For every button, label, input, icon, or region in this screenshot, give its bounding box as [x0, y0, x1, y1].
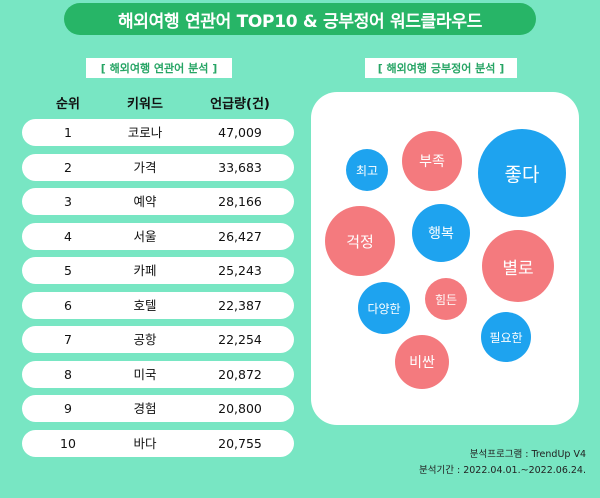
sentiment-words-section-label: [ 해외여행 긍부정어 분석 ] [365, 58, 517, 78]
analysis-program-note: 분석프로그램 : TrendUp V4 [469, 449, 586, 460]
word-bubble-expensive: 비싼 [395, 335, 449, 389]
count-cell: 20,872 [218, 366, 262, 382]
count-cell: 33,683 [218, 159, 262, 175]
analysis-period-note: 분석기간 : 2022.04.01.~2022.06.24. [419, 465, 586, 476]
count-cell: 28,166 [218, 194, 262, 210]
rank-cell: 4 [64, 228, 72, 244]
rank-cell: 1 [64, 125, 72, 140]
keyword-cell: 공항 [133, 332, 157, 348]
count-cell: 25,243 [218, 263, 262, 279]
word-bubble-good: 좋다 [478, 129, 566, 217]
count-column-header: 언급량(건) [210, 97, 270, 112]
rank-cell: 8 [64, 366, 72, 382]
table-row: 7 공항 22,254 [22, 326, 294, 354]
table-row: 3 예약 28,166 [22, 188, 294, 216]
word-bubble-lacking: 부족 [402, 131, 462, 191]
count-cell: 20,800 [218, 401, 262, 417]
related-words-section-label: [ 해외여행 연관어 분석 ] [86, 58, 232, 78]
rank-cell: 7 [64, 332, 72, 348]
word-bubble-bad: 별로 [482, 230, 554, 302]
word-bubble-happy: 행복 [412, 204, 470, 262]
rank-cell: 5 [64, 263, 72, 279]
table-row: 10 바다 20,755 [22, 429, 294, 457]
table-row: 2 가격 33,683 [22, 153, 294, 181]
table-row: 9 경험 20,800 [22, 395, 294, 423]
keyword-column-header: 키워드 [127, 97, 163, 112]
rank-column-header: 순위 [56, 97, 80, 112]
word-cloud-panel: 최고 부족 좋다 걱정 행복 별로 다양한 힘든 필요한 비싼 [311, 92, 579, 425]
page-title: 해외여행 연관어 TOP10 & 긍부정어 워드클라우드 [64, 3, 536, 35]
keyword-ranking-table: 1 코로나 47,009 2 가격 33,683 3 예약 28,166 4 서… [22, 119, 294, 464]
word-bubble-hard: 힘든 [425, 278, 467, 320]
rank-cell: 2 [64, 159, 72, 175]
count-cell: 22,387 [218, 297, 262, 313]
rank-cell: 6 [64, 297, 72, 313]
keyword-cell: 호텔 [133, 297, 157, 313]
word-bubble-worry: 걱정 [325, 206, 395, 276]
count-cell: 47,009 [218, 125, 262, 140]
table-row: 4 서울 26,427 [22, 222, 294, 250]
count-cell: 20,755 [218, 435, 262, 451]
count-cell: 26,427 [218, 228, 262, 244]
word-bubble-needed: 필요한 [481, 312, 531, 362]
keyword-cell: 코로나 [127, 125, 163, 140]
keyword-cell: 가격 [133, 159, 157, 175]
keyword-cell: 경험 [133, 401, 157, 417]
rank-cell: 9 [64, 401, 72, 417]
keyword-cell: 예약 [133, 194, 157, 210]
keyword-cell: 바다 [133, 435, 157, 451]
table-row: 8 미국 20,872 [22, 360, 294, 388]
table-row: 1 코로나 47,009 [22, 119, 294, 146]
word-bubble-best: 최고 [346, 149, 388, 191]
word-bubble-various: 다양한 [358, 282, 410, 334]
table-row: 5 카페 25,243 [22, 257, 294, 285]
keyword-cell: 미국 [133, 366, 157, 382]
table-row: 6 호텔 22,387 [22, 291, 294, 319]
keyword-cell: 서울 [133, 228, 157, 244]
rank-cell: 3 [64, 194, 72, 210]
rank-cell: 10 [60, 435, 76, 451]
count-cell: 22,254 [218, 332, 262, 348]
keyword-cell: 카페 [133, 263, 157, 279]
